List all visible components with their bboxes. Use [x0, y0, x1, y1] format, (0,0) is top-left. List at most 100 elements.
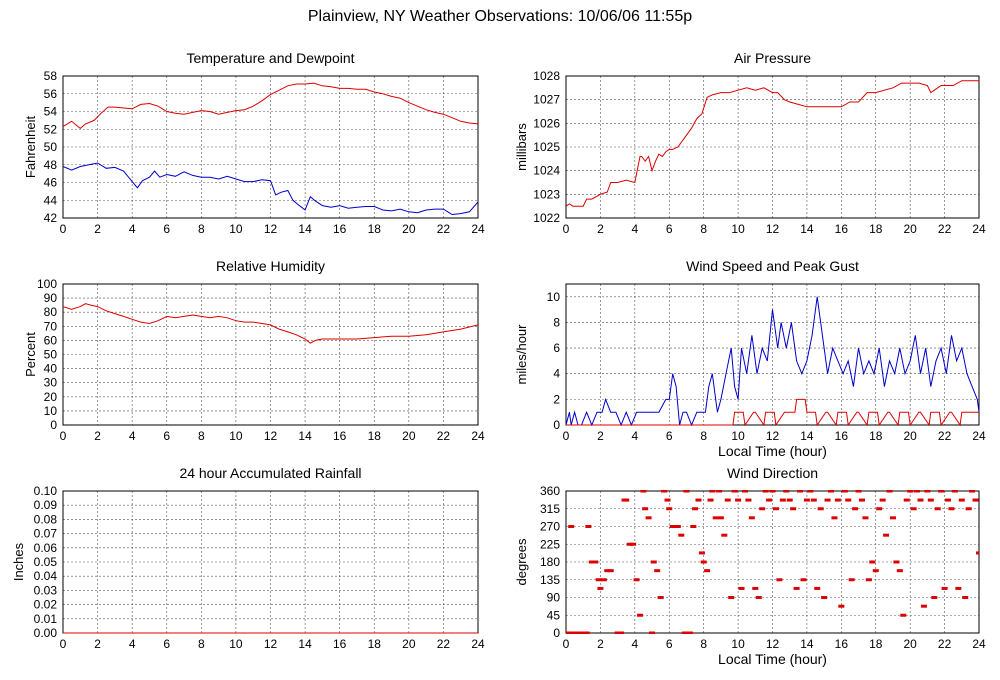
rainfall-y-tick-label: 0.03	[34, 583, 58, 597]
wind-y-tick-label: 2	[553, 392, 560, 406]
direction-data-point	[683, 490, 690, 493]
temperature-series-line-1	[63, 162, 478, 216]
temperature-series-line-0	[63, 82, 478, 130]
wind-plot-frame	[565, 283, 980, 426]
direction-data-point	[686, 631, 693, 634]
temperature-x-tick-label: 16	[333, 222, 347, 236]
wind-series-line-1	[566, 398, 979, 426]
wind-x-tick-label: 18	[869, 429, 883, 443]
direction-x-tick-label: 24	[972, 637, 986, 651]
humidity-y-tick-label: 70	[44, 319, 58, 333]
direction-data-point	[931, 596, 938, 599]
wind-y-tick-label: 4	[553, 367, 560, 381]
rainfall-chart-title: 24 hour Accumulated Rainfall	[179, 465, 361, 481]
rainfall-x-tick-label: 24	[471, 637, 485, 651]
wind-x-tick-label: 22	[938, 429, 952, 443]
direction-data-point	[607, 569, 614, 573]
direction-data-point	[955, 586, 962, 590]
direction-data-point	[807, 490, 814, 493]
rainfall-x-tick-label: 8	[198, 637, 205, 651]
direction-data-point	[869, 560, 876, 564]
direction-data-point	[690, 525, 697, 528]
direction-data-point	[669, 525, 676, 528]
direction-data-point	[588, 560, 595, 564]
direction-data-point	[976, 551, 979, 555]
direction-data-point	[883, 533, 890, 537]
direction-x-tick-label: 18	[869, 637, 883, 651]
rainfall-y-tick-label: 0.09	[34, 498, 58, 512]
direction-data-point	[755, 596, 762, 599]
direction-data-point	[724, 498, 731, 502]
direction-data-point	[583, 631, 590, 634]
direction-data-point	[633, 578, 640, 582]
humidity-x-tick-label: 14	[298, 429, 312, 443]
direction-data-point	[951, 490, 958, 493]
direction-data-point	[848, 578, 855, 582]
humidity-y-tick-label: 0	[50, 418, 57, 432]
humidity-y-axis-label: Percent	[23, 332, 38, 377]
direction-data-point	[600, 578, 607, 582]
temperature-y-tick-label: 50	[44, 140, 58, 154]
direction-data-point	[803, 498, 810, 502]
direction-y-tick-label: 270	[540, 520, 560, 534]
direction-data-point	[731, 490, 738, 493]
direction-data-point	[649, 631, 656, 634]
direction-data-point	[903, 498, 910, 502]
direction-data-point	[759, 507, 766, 511]
temperature-y-tick-label: 56	[44, 87, 58, 101]
pressure-x-tick-label: 22	[938, 222, 952, 236]
pressure-y-tick-label: 1023	[533, 187, 560, 201]
direction-data-point	[717, 516, 724, 520]
temperature-x-tick-label: 10	[229, 222, 243, 236]
wind-x-tick-label: 4	[631, 429, 638, 443]
direction-data-point	[962, 596, 969, 599]
temperature-y-tick-label: 46	[44, 176, 58, 190]
rainfall-x-tick-label: 0	[60, 637, 67, 651]
temperature-y-tick-label: 48	[44, 158, 58, 172]
direction-data-point	[824, 498, 831, 502]
wind-chart-title: Wind Speed and Peak Gust	[686, 258, 859, 274]
direction-data-point	[698, 551, 705, 555]
direction-x-tick-label: 12	[766, 637, 780, 651]
direction-data-point	[872, 569, 879, 573]
direction-data-point	[938, 490, 945, 493]
direction-data-point	[876, 507, 883, 511]
direction-data-point	[920, 604, 927, 608]
pressure-x-tick-label: 2	[597, 222, 604, 236]
direction-data-point	[745, 498, 752, 502]
temperature-chart: 0 2 4 6 8 10 12 14 16 18 20 22 24424446485052545658T…	[23, 50, 485, 236]
direction-y-tick-label: 225	[540, 537, 560, 551]
direction-data-point	[896, 569, 903, 573]
humidity-y-tick-label: 30	[44, 376, 58, 390]
direction-data-point	[666, 507, 673, 511]
direction-x-tick-label: 14	[800, 637, 814, 651]
humidity-x-tick-label: 22	[437, 429, 451, 443]
direction-data-point	[865, 578, 872, 582]
direction-data-point	[900, 613, 907, 617]
direction-data-point	[692, 507, 699, 511]
direction-data-point	[834, 498, 841, 502]
pressure-x-tick-label: 12	[766, 222, 780, 236]
pressure-y-tick-label: 1027	[533, 93, 560, 107]
pressure-x-tick-label: 4	[631, 222, 638, 236]
direction-data-point	[776, 578, 783, 582]
wind-x-tick-label: 10	[731, 429, 745, 443]
rainfall-y-tick-label: 0.02	[34, 598, 58, 612]
direction-data-point	[721, 533, 728, 537]
direction-data-point	[664, 498, 671, 502]
rainfall-y-tick-label: 0.05	[34, 555, 58, 569]
rainfall-x-tick-label: 16	[333, 637, 347, 651]
rainfall-y-tick-label: 0.00	[34, 626, 58, 640]
wind-y-tick-label: 6	[553, 341, 560, 355]
wind-x-tick-label: 8	[700, 429, 707, 443]
temperature-plot-frame	[62, 75, 479, 219]
direction-data-point	[604, 569, 611, 573]
direction-x-tick-label: 6	[666, 637, 673, 651]
direction-y-tick-label: 135	[540, 573, 560, 587]
direction-data-point	[852, 507, 859, 511]
direction-data-point	[640, 490, 647, 493]
direction-y-tick-label: 180	[540, 555, 560, 569]
humidity-y-tick-label: 60	[44, 333, 58, 347]
direction-data-point	[821, 596, 828, 599]
